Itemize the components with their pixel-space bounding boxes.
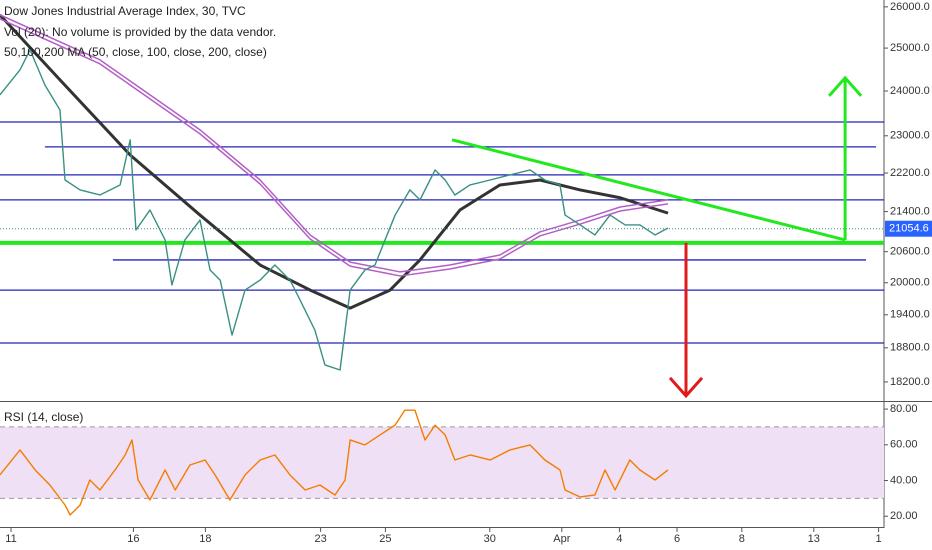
y-tick-label: 80.00 — [890, 403, 918, 415]
x-tick-label: 23 — [314, 533, 326, 545]
moving-average — [0, 18, 669, 277]
last-price-box — [885, 220, 932, 237]
last-price-label: 21054.6 — [889, 223, 929, 235]
x-tick-label: 4 — [616, 533, 622, 545]
y-tick-label: 60.00 — [890, 439, 918, 451]
y-tick-label: 18200.0 — [890, 376, 930, 388]
x-tick-label: 25 — [379, 533, 391, 545]
arrow-head — [827, 75, 863, 97]
x-tick-label: 11 — [5, 533, 16, 545]
volume-note: Vol (20): No volume is provided by the d… — [4, 25, 276, 39]
y-tick-label: 22200.0 — [890, 167, 930, 179]
rsi-title: RSI (14, close) — [4, 410, 83, 424]
chart-title: Dow Jones Industrial Average Index, 30, … — [4, 4, 246, 18]
axes: 26000.0 25000.0 24000.0 23000.0 22200.0 21400… — [5, 1, 932, 545]
rsi-band — [0, 426, 884, 499]
y-tick-label: 25000.0 — [890, 42, 930, 54]
moving-average — [0, 14, 669, 273]
y-tick-label: 24000.0 — [890, 85, 930, 97]
rsi-pane — [0, 409, 884, 516]
x-tick-label: Apr — [553, 533, 570, 545]
y-tick-label: 23000.0 — [890, 130, 930, 142]
y-tick-label: 26000.0 — [890, 1, 930, 13]
moving-average — [0, 13, 669, 310]
x-tick-label: 18 — [199, 533, 211, 545]
x-tick-label: 13 — [808, 533, 820, 545]
price-pane — [0, 13, 884, 399]
trend-line — [451, 138, 846, 242]
y-tick-label: 20.00 — [890, 510, 918, 522]
x-tick-label: 6 — [674, 533, 680, 545]
x-tick-label: 30 — [484, 533, 496, 545]
y-tick-label: 18800.0 — [890, 342, 930, 354]
price-line — [0, 49, 669, 371]
x-tick-label: 1 — [876, 533, 882, 545]
ma-legend: 50,100,200 MA (50, close, 100, close, 20… — [4, 45, 267, 59]
x-tick-label: 16 — [127, 533, 139, 545]
y-tick-label: 20600.0 — [890, 246, 930, 258]
y-tick-label: 21400.0 — [890, 206, 930, 218]
y-tick-label: 20000.0 — [890, 277, 930, 289]
y-tick-label: 40.00 — [890, 474, 918, 486]
arrow-head — [668, 376, 704, 399]
y-tick-label: 19400.0 — [890, 309, 930, 321]
x-tick-label: 8 — [739, 533, 745, 545]
price-line — [0, 409, 669, 516]
